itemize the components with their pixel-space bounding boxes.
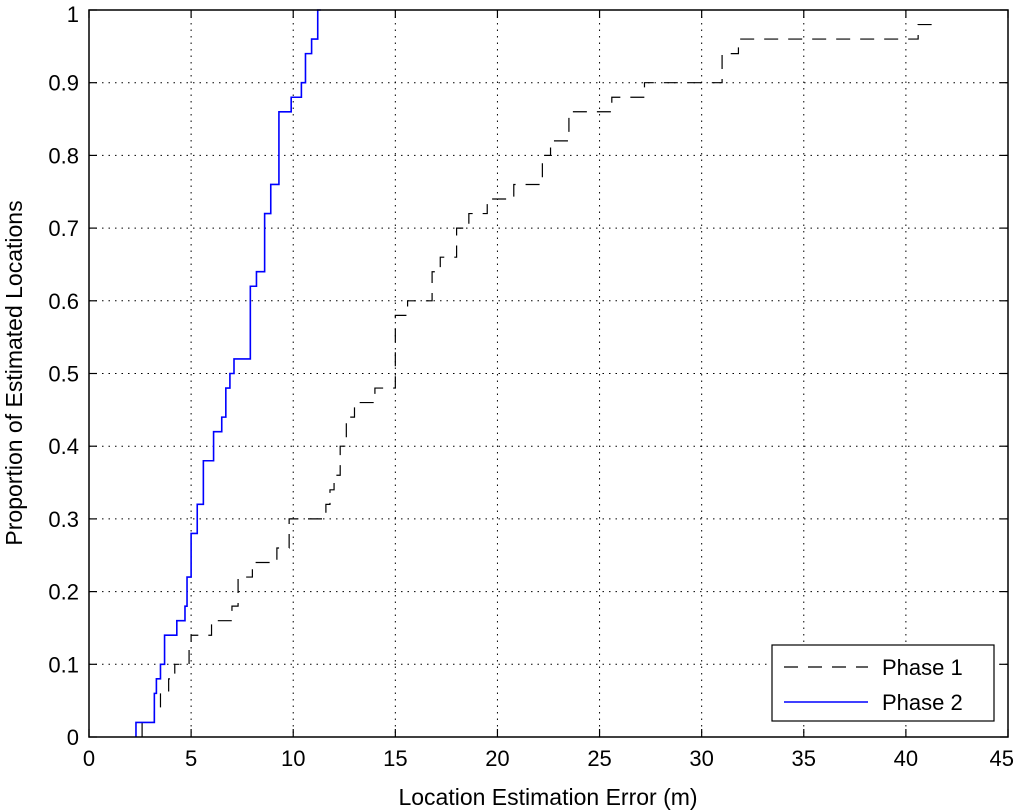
series-line-phase-1	[141, 23, 939, 737]
y-tick-label: 0.6	[48, 289, 79, 314]
y-tick-label: 0.8	[48, 143, 79, 168]
x-tick-label: 40	[894, 746, 918, 771]
y-tick-label: 0.7	[48, 216, 79, 241]
x-tick-label: 5	[185, 746, 197, 771]
y-tick-label: 0.5	[48, 362, 79, 387]
tick-labels: 0 5 10 15 20 25 30 35 40 45 0 0.1 0.2 0.3 0.4 0.5 0.6 0.7…	[48, 2, 1014, 771]
ticks	[88, 9, 1009, 738]
x-tick-label: 10	[281, 746, 305, 771]
y-tick-label: 0.9	[48, 71, 79, 96]
legend-label-phase-1: Phase 1	[882, 655, 963, 680]
legend-label-phase-2: Phase 2	[882, 690, 963, 715]
x-tick-label: 20	[485, 746, 509, 771]
y-tick-label: 1	[67, 2, 79, 27]
series-layer	[135, 9, 939, 737]
x-tick-label: 30	[689, 746, 713, 771]
y-tick-label: 0.1	[48, 652, 79, 677]
legend: Phase 1 Phase 2	[771, 644, 995, 722]
y-axis-label: Proportion of Estimated Locations	[1, 200, 27, 545]
legend-box	[771, 644, 995, 722]
y-tick-label: 0.4	[48, 434, 79, 459]
x-tick-label: 25	[587, 746, 611, 771]
grid	[89, 10, 1008, 737]
y-tick-label: 0.2	[48, 580, 79, 605]
y-tick-label: 0.3	[48, 507, 79, 532]
x-tick-label: 0	[83, 746, 95, 771]
y-tick-label: 0	[67, 725, 79, 750]
x-tick-label: 15	[383, 746, 407, 771]
x-tick-label: 35	[792, 746, 816, 771]
x-tick-label: 45	[990, 746, 1014, 771]
x-axis-label: Location Estimation Error (m)	[398, 784, 697, 810]
series-line-phase-2	[135, 9, 321, 737]
plot-background	[89, 10, 1008, 737]
